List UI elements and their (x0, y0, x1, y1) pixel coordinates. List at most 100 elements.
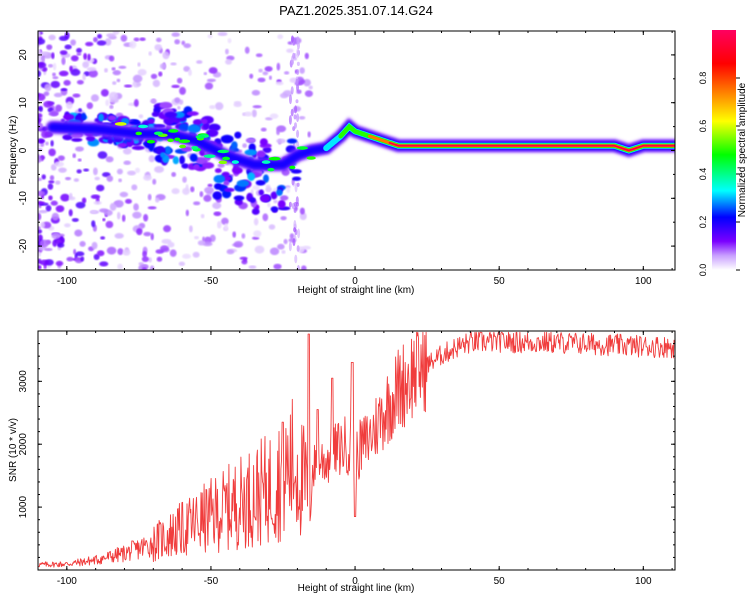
spectrogram-energy-blob (131, 145, 145, 151)
spectrogram-noise-blob (77, 158, 82, 162)
spectrogram-noise-blob (100, 89, 109, 97)
spectrogram-noise-blob (117, 263, 123, 270)
spectrogram-noise-blob (141, 267, 147, 270)
spectrogram-noise-blob (171, 172, 177, 177)
spectrogram-noise-blob (91, 220, 96, 228)
spectrogram-energy-blob (186, 111, 199, 116)
snr-y-tick-label: 3000 (18, 370, 29, 393)
spectrogram-noise-blob (253, 230, 262, 238)
spectrogram-noise-blob (265, 186, 272, 193)
spectrogram-noise-blob (174, 97, 181, 104)
spectrogram-noise-blob (264, 66, 273, 72)
spectrogram-noise-blob (75, 201, 86, 209)
spectrogram-ridge-blob (167, 138, 174, 143)
spectrogram-noise-blob (143, 174, 152, 181)
snr-x-tick-label: 50 (494, 576, 506, 587)
spectrogram-energy-blob (236, 179, 250, 187)
spectrogram-noise-blob (114, 233, 124, 239)
spectrogram-streak-blob (290, 86, 294, 95)
spectrogram-noise-blob (148, 51, 152, 56)
spectrogram-noise-blob (275, 81, 284, 86)
spectrogram-y-tick-label: 10 (18, 97, 29, 109)
spectrogram-streak-blob (296, 69, 300, 76)
spectrogram-noise-blob (123, 160, 131, 165)
spectrogram-noise-blob (171, 188, 180, 195)
snr-y-ticks: 1000 2000 3000 (18, 330, 675, 571)
spectrogram-noise-blob (207, 34, 213, 39)
spectrogram-noise-blob (105, 99, 110, 107)
spectrogram-noise-blob (253, 217, 259, 226)
spectrogram-energy-blob (258, 189, 265, 196)
spectrogram-noise-blob (304, 90, 313, 97)
spectrogram-noise-blob (137, 69, 147, 76)
spectrogram-noise-blob (38, 113, 43, 119)
spectrogram-streak-blob (296, 129, 300, 138)
spectrogram-noise-blob (83, 168, 90, 172)
spectrogram-streak-blob (294, 254, 298, 264)
spectrogram-noise-blob (44, 83, 52, 92)
spectrogram-noise-blob (214, 102, 224, 111)
spectrogram-energy-blob (245, 137, 256, 144)
spectrogram-noise-blobs (38, 31, 313, 270)
spectrogram-noise-blob (58, 167, 67, 173)
spectrogram-noise-blob (150, 73, 158, 80)
spectrogram-plot-area (38, 31, 675, 270)
spectrogram-energy-blob (178, 123, 190, 132)
spectrogram-noise-blob (51, 212, 60, 221)
spectrogram-noise-blob (60, 193, 70, 202)
spectrogram-noise-blob (94, 176, 100, 181)
spectrogram-noise-blob (200, 213, 205, 219)
snr-x-ticks: -100 -50 0 50 100 (37, 331, 673, 587)
spectrogram-energy-blob (213, 174, 226, 184)
spectrogram-streak-blob (288, 94, 292, 105)
spectrogram-noise-blob (171, 84, 180, 89)
spectrogram-noise-blob (244, 46, 250, 54)
spectrogram-noise-blob (152, 79, 161, 88)
spectrogram-noise-blob (289, 233, 295, 239)
spectrogram-noise-blob (307, 131, 311, 138)
spectrogram-noise-blob (207, 183, 213, 188)
spectrogram-noise-blob (38, 38, 46, 45)
spectrogram-noise-blob (52, 62, 57, 71)
spectrogram-noise-blob (106, 246, 117, 255)
spectrogram-energy-blob (212, 191, 223, 200)
spectrogram-energy-blob (62, 134, 73, 141)
spectrogram-noise-blob (81, 197, 87, 204)
spectrogram-noise-blob (171, 32, 180, 37)
spectrogram-streak-blob (296, 141, 300, 149)
spectrogram-noise-blob (93, 200, 102, 205)
spectrogram-noise-blob (224, 223, 228, 230)
spectrogram-noise-blob (86, 102, 94, 110)
spectrogram-noise-blob (57, 155, 65, 161)
snr-x-tick-label: 100 (635, 576, 652, 587)
spectrogram-energy-blob (221, 171, 230, 177)
spectrogram-ridge-blob (267, 167, 275, 172)
spectrogram-noise-blob (63, 79, 71, 86)
spectrogram-noise-blob (182, 253, 191, 259)
spectrogram-noise-blob (86, 67, 97, 72)
spectrogram-noise-blob (135, 167, 141, 173)
spectrogram-x-tick-label: -50 (204, 276, 219, 287)
spectrogram-noise-blob (197, 240, 206, 246)
spectrogram-noise-blob (298, 115, 306, 120)
spectrogram-noise-blob (121, 214, 126, 222)
spectrogram-noise-blob (181, 40, 186, 46)
spectrogram-noise-blob (204, 186, 214, 194)
snr-y-tick-label: 2000 (18, 433, 29, 456)
spectrogram-noise-blob (156, 256, 163, 262)
spectrogram-noise-blob (268, 224, 276, 230)
spectrogram-noise-blob (52, 72, 56, 77)
spectrogram-noise-blob (199, 191, 204, 198)
spectrogram-streak-blob (293, 114, 297, 120)
spectrogram-noise-blob (119, 191, 129, 198)
snr-plot-area (38, 331, 675, 570)
spectrogram-noise-blob (55, 104, 63, 112)
spectrogram-noise-blob (178, 261, 186, 266)
spectrogram-noise-blob (251, 109, 257, 118)
spectrogram-noise-blob (244, 111, 253, 117)
spectrogram-noise-blob (207, 78, 216, 82)
spectrogram-energy-blob (164, 111, 178, 118)
spectrogram-noise-blob (154, 166, 165, 173)
spectrogram-energy-blob (107, 137, 114, 144)
spectrogram-noise-blob (41, 174, 46, 180)
